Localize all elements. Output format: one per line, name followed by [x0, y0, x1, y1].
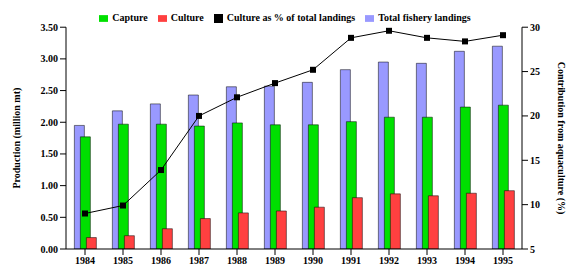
svg-text:1989: 1989: [265, 255, 285, 266]
svg-text:5: 5: [530, 244, 535, 255]
html-text:Capture: Capture: [112, 12, 148, 23]
svg-text:Production (million mt): Production (million mt): [11, 88, 23, 189]
svg-text:10: 10: [530, 199, 540, 210]
svg-text:1984: 1984: [75, 255, 95, 266]
svg-text:1985: 1985: [113, 255, 133, 266]
svg-text:1993: 1993: [417, 255, 437, 266]
svg-text:30: 30: [530, 22, 540, 33]
svg-text:1990: 1990: [303, 255, 323, 266]
svg-text:3.50: 3.50: [41, 22, 59, 33]
svg-text:20: 20: [530, 110, 540, 121]
html-text:Culture: Culture: [170, 12, 204, 23]
svg-text:0.00: 0.00: [41, 244, 59, 255]
svg-text:1.00: 1.00: [41, 180, 59, 191]
svg-text:0.50: 0.50: [41, 212, 59, 223]
svg-text:15: 15: [530, 155, 540, 166]
svg-text:1991: 1991: [341, 255, 361, 266]
svg-text:1992: 1992: [379, 255, 399, 266]
svg-text:1987: 1987: [189, 255, 209, 266]
html-text:Total fishery landings: Total fishery landings: [378, 12, 471, 23]
svg-text:Contribution from aquaculture: Contribution from aquaculture (%): [555, 62, 567, 215]
svg-text:1995: 1995: [493, 255, 513, 266]
svg-text:2.00: 2.00: [41, 117, 59, 128]
html-text:Culture as % of total landings: Culture as % of total landings: [226, 12, 356, 23]
svg-text:1994: 1994: [455, 255, 475, 266]
svg-text:25: 25: [530, 66, 540, 77]
svg-text:1988: 1988: [227, 255, 247, 266]
svg-text:3.00: 3.00: [41, 53, 59, 64]
svg-text:2.50: 2.50: [41, 85, 59, 96]
svg-text:1.50: 1.50: [41, 148, 59, 159]
svg-text:1986: 1986: [151, 255, 171, 266]
